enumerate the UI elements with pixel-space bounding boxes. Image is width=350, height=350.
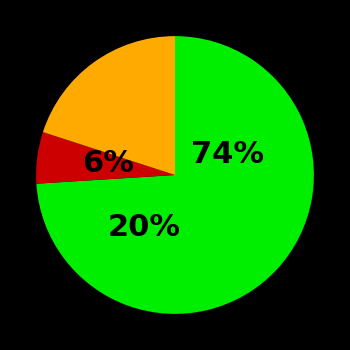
Wedge shape (36, 36, 314, 314)
Text: 6%: 6% (82, 149, 134, 178)
Wedge shape (43, 36, 175, 175)
Wedge shape (36, 132, 175, 184)
Text: 20%: 20% (108, 213, 181, 242)
Text: 74%: 74% (191, 140, 264, 169)
